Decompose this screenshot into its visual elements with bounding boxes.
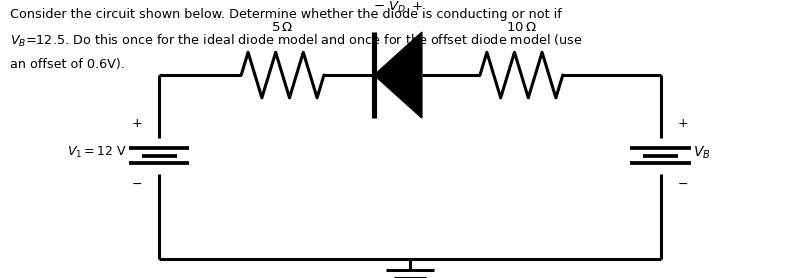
Text: −: − bbox=[131, 178, 142, 191]
Text: $V_1 = 12\ \mathrm{V}$: $V_1 = 12\ \mathrm{V}$ bbox=[67, 145, 127, 160]
Text: $10\,\Omega$: $10\,\Omega$ bbox=[506, 21, 537, 34]
Text: $V_B$=12.5. Do this once for the ideal diode model and once for the offset diode: $V_B$=12.5. Do this once for the ideal d… bbox=[10, 33, 582, 49]
Text: +: + bbox=[131, 117, 142, 130]
Text: $-\ V_D\ +$: $-\ V_D\ +$ bbox=[373, 0, 423, 15]
Text: −: − bbox=[677, 178, 689, 191]
Text: $5\,\Omega$: $5\,\Omega$ bbox=[271, 21, 294, 34]
Polygon shape bbox=[374, 32, 422, 118]
Text: +: + bbox=[677, 117, 689, 130]
Text: an offset of 0.6V).: an offset of 0.6V). bbox=[10, 58, 124, 71]
Text: $V_B$: $V_B$ bbox=[693, 145, 710, 161]
Text: Consider the circuit shown below. Determine whether the diode is conducting or n: Consider the circuit shown below. Determ… bbox=[10, 8, 561, 21]
